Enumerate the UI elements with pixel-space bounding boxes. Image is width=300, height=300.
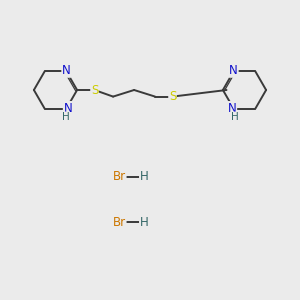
- Text: Br: Br: [113, 170, 126, 184]
- Text: S: S: [169, 90, 176, 103]
- Text: N: N: [229, 64, 238, 77]
- Text: H: H: [140, 170, 148, 184]
- Text: S: S: [91, 83, 98, 97]
- Text: Br: Br: [113, 215, 126, 229]
- Text: N: N: [228, 102, 237, 115]
- Text: N: N: [63, 102, 72, 115]
- Text: H: H: [140, 215, 148, 229]
- Text: H: H: [61, 112, 69, 122]
- Text: N: N: [62, 64, 71, 77]
- Text: H: H: [231, 112, 239, 122]
